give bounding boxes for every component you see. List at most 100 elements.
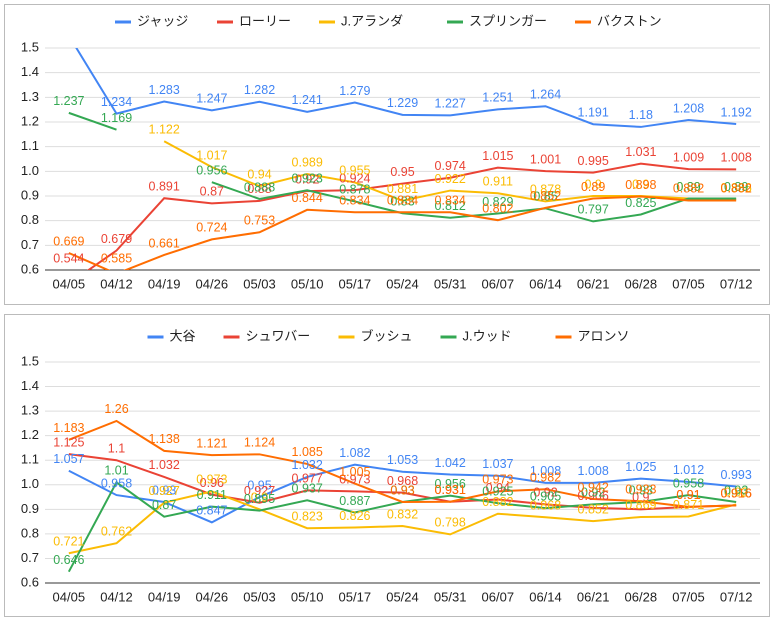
data-label: 0.92 bbox=[533, 486, 557, 500]
y-tick-label: 1.0 bbox=[21, 476, 39, 491]
data-label: 0.878 bbox=[530, 183, 561, 197]
series-line bbox=[68, 490, 737, 555]
y-tick-label: 0.8 bbox=[21, 212, 39, 227]
data-label: 0.825 bbox=[625, 196, 656, 210]
data-label: 1.001 bbox=[530, 152, 561, 166]
data-label: 0.9 bbox=[632, 491, 649, 505]
data-label: 0.95 bbox=[390, 165, 414, 179]
x-tick-label: 06/21 bbox=[577, 276, 610, 291]
data-label: 0.83 bbox=[390, 195, 414, 209]
data-label: 0.942 bbox=[578, 480, 609, 494]
y-tick-label: 0.7 bbox=[21, 237, 39, 252]
data-label: 1.124 bbox=[244, 436, 275, 450]
x-tick-label: 06/28 bbox=[625, 589, 658, 604]
data-label: 0.832 bbox=[387, 507, 418, 521]
x-tick-label: 06/07 bbox=[482, 589, 515, 604]
data-label: 0.93 bbox=[152, 483, 176, 497]
legend-label: ブッシュ bbox=[361, 328, 413, 343]
data-label: 0.911 bbox=[483, 175, 513, 189]
data-label: 0.9 bbox=[584, 177, 601, 191]
series-line bbox=[75, 48, 737, 128]
data-label: 0.544 bbox=[53, 251, 84, 265]
data-label: 1.015 bbox=[482, 149, 513, 163]
data-label: 1.008 bbox=[721, 151, 752, 165]
data-label: 1.032 bbox=[149, 458, 180, 472]
data-label: 1.18 bbox=[629, 108, 653, 122]
data-label: 0.881 bbox=[387, 182, 418, 196]
data-label: 0.724 bbox=[196, 221, 227, 235]
data-label: 0.973 bbox=[339, 473, 370, 487]
x-tick-label: 05/17 bbox=[339, 589, 372, 604]
data-label: 0.956 bbox=[196, 163, 227, 177]
data-label: 0.88 bbox=[247, 182, 271, 196]
data-label: 0.89 bbox=[724, 180, 748, 194]
data-label: 1.241 bbox=[292, 93, 323, 107]
y-tick-label: 1.4 bbox=[21, 64, 39, 79]
data-label: 1.085 bbox=[292, 445, 323, 459]
data-label: 0.834 bbox=[339, 194, 370, 208]
data-label: 0.898 bbox=[625, 178, 656, 192]
x-tick-label: 05/10 bbox=[291, 276, 324, 291]
data-label: 0.646 bbox=[53, 553, 84, 567]
data-label: 1.032 bbox=[292, 458, 323, 472]
data-label: 0.882 bbox=[721, 182, 752, 196]
legend-label: ジャッジ bbox=[137, 13, 188, 28]
data-label: 0.93 bbox=[629, 483, 653, 497]
y-tick-label: 1.5 bbox=[21, 353, 39, 368]
data-label: 1.042 bbox=[435, 456, 466, 470]
y-tick-label: 0.6 bbox=[21, 261, 39, 276]
data-label: 0.89 bbox=[676, 180, 700, 194]
x-tick-label: 07/05 bbox=[672, 276, 705, 291]
x-tick-label: 04/05 bbox=[53, 589, 86, 604]
data-label: 1.282 bbox=[244, 83, 275, 97]
data-label: 0.96 bbox=[200, 476, 224, 490]
data-label: 0.968 bbox=[387, 474, 418, 488]
data-label: 1.234 bbox=[101, 95, 132, 109]
data-label: 0.92 bbox=[295, 172, 319, 186]
data-label: 0.891 bbox=[149, 180, 180, 194]
series-line bbox=[68, 453, 737, 511]
data-label: 0.916 bbox=[721, 487, 752, 501]
data-label: 0.882 bbox=[673, 182, 704, 196]
x-tick-label: 05/24 bbox=[386, 276, 419, 291]
data-label: 1.009 bbox=[673, 150, 704, 164]
data-label: 0.982 bbox=[530, 470, 561, 484]
data-label: 1.247 bbox=[196, 92, 227, 106]
data-label: 0.888 bbox=[244, 180, 275, 194]
panel bbox=[4, 4, 770, 305]
series-line bbox=[68, 419, 737, 508]
x-tick-label: 04/26 bbox=[196, 276, 229, 291]
data-label: 1.008 bbox=[530, 464, 561, 478]
data-label: 0.829 bbox=[482, 195, 513, 209]
data-label: 0.905 bbox=[530, 489, 561, 503]
data-label: 0.958 bbox=[101, 476, 132, 490]
legend-label: スプリンガー bbox=[469, 13, 547, 28]
y-tick-label: 1.2 bbox=[21, 113, 39, 128]
x-tick-label: 04/12 bbox=[100, 276, 133, 291]
y-tick-label: 1.1 bbox=[21, 452, 39, 467]
data-label: 0.882 bbox=[482, 495, 513, 509]
data-label: 0.85 bbox=[533, 190, 557, 204]
data-label: 0.973 bbox=[482, 473, 513, 487]
data-label: 0.812 bbox=[435, 199, 466, 213]
data-label: 0.927 bbox=[244, 484, 275, 498]
data-label: 1.191 bbox=[578, 106, 609, 120]
data-label: 1.229 bbox=[387, 96, 418, 110]
data-label: 0.89 bbox=[676, 180, 700, 194]
x-tick-label: 04/19 bbox=[148, 589, 181, 604]
legend-label: J.アランダ bbox=[341, 13, 403, 28]
y-tick-label: 1.0 bbox=[21, 163, 39, 178]
x-tick-label: 05/17 bbox=[339, 276, 372, 291]
data-label: 1.01 bbox=[104, 464, 128, 478]
data-label: 0.721 bbox=[53, 535, 84, 549]
data-label: 1.279 bbox=[339, 84, 370, 98]
x-tick-label: 04/12 bbox=[100, 589, 133, 604]
data-label: 1.057 bbox=[53, 452, 84, 466]
data-label: 0.989 bbox=[292, 155, 323, 169]
data-label: 0.922 bbox=[435, 172, 466, 186]
data-label: 0.958 bbox=[673, 476, 704, 490]
data-label: 1.053 bbox=[387, 453, 418, 467]
x-tick-label: 04/19 bbox=[148, 276, 181, 291]
data-label: 1.208 bbox=[673, 101, 704, 115]
series-line bbox=[68, 463, 737, 524]
